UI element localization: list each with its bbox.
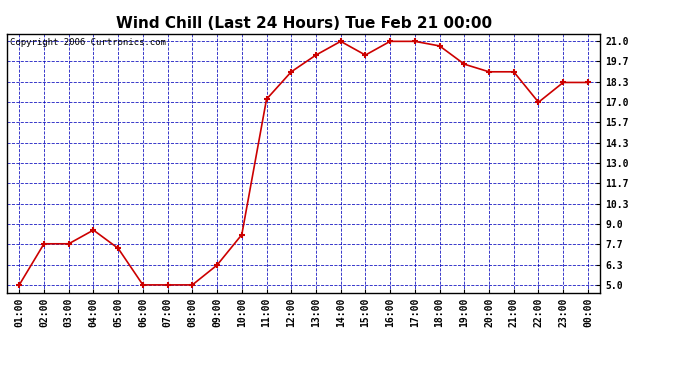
Title: Wind Chill (Last 24 Hours) Tue Feb 21 00:00: Wind Chill (Last 24 Hours) Tue Feb 21 00…: [115, 16, 492, 31]
Text: Copyright 2006 Curtronics.com: Copyright 2006 Curtronics.com: [10, 38, 166, 46]
